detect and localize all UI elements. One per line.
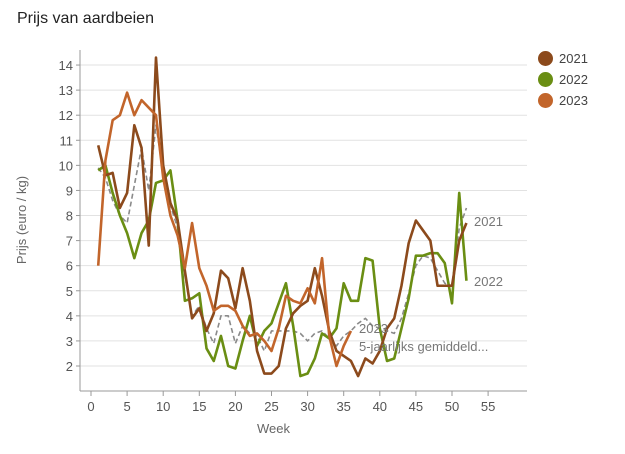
legend-label: 2023 xyxy=(559,93,588,108)
legend-item-2022[interactable]: 2022 xyxy=(538,69,588,90)
x-axis-label: Week xyxy=(257,421,290,436)
x-tick-label: 15 xyxy=(192,399,206,414)
y-tick-label: 6 xyxy=(66,259,73,274)
x-tick-label: 5 xyxy=(123,399,130,414)
y-tick-label: 2 xyxy=(66,359,73,374)
series-end-label: 2023 xyxy=(359,321,388,336)
x-tick-label: 40 xyxy=(373,399,387,414)
series-end-label: 2022 xyxy=(474,274,503,289)
y-axis-label: Prijs (euro / kg) xyxy=(14,176,29,264)
x-tick-label: 20 xyxy=(228,399,242,414)
x-tick-label: 10 xyxy=(156,399,170,414)
y-tick-label: 12 xyxy=(59,108,73,123)
y-tick-label: 8 xyxy=(66,209,73,224)
y-tick-label: 4 xyxy=(66,309,73,324)
x-tick-label: 35 xyxy=(336,399,350,414)
legend-label: 2021 xyxy=(559,51,588,66)
series-end-label: 2021 xyxy=(474,214,503,229)
series-line-2022 xyxy=(97,164,468,378)
y-tick-label: 11 xyxy=(60,133,74,148)
y-tick-label: 9 xyxy=(66,183,73,198)
legend-dot-icon xyxy=(538,93,553,108)
x-tick-label: 25 xyxy=(264,399,278,414)
y-tick-label: 7 xyxy=(66,234,73,249)
y-tick-label: 10 xyxy=(59,158,73,173)
x-tick-label: 55 xyxy=(481,399,495,414)
legend-label: 2022 xyxy=(559,72,588,87)
series-line-2023 xyxy=(96,91,353,368)
x-tick-label: 50 xyxy=(445,399,459,414)
y-tick-label: 14 xyxy=(59,58,73,73)
chart-title: Prijs van aardbeien xyxy=(17,10,154,27)
legend-dot-icon xyxy=(538,51,553,66)
x-tick-label: 30 xyxy=(300,399,314,414)
legend-dot-icon xyxy=(538,72,553,87)
x-tick-label: 45 xyxy=(409,399,423,414)
y-tick-label: 5 xyxy=(66,284,73,299)
series-end-label: 5-jaarlijks gemiddeld... xyxy=(359,339,488,354)
legend: 2021 2022 2023 xyxy=(538,48,588,111)
y-tick-label: 13 xyxy=(59,83,73,98)
legend-item-2021[interactable]: 2021 xyxy=(538,48,588,69)
x-tick-label: 0 xyxy=(87,399,94,414)
legend-item-2023[interactable]: 2023 xyxy=(538,90,588,111)
y-tick-label: 3 xyxy=(66,334,73,349)
series-line-2021 xyxy=(96,56,468,378)
